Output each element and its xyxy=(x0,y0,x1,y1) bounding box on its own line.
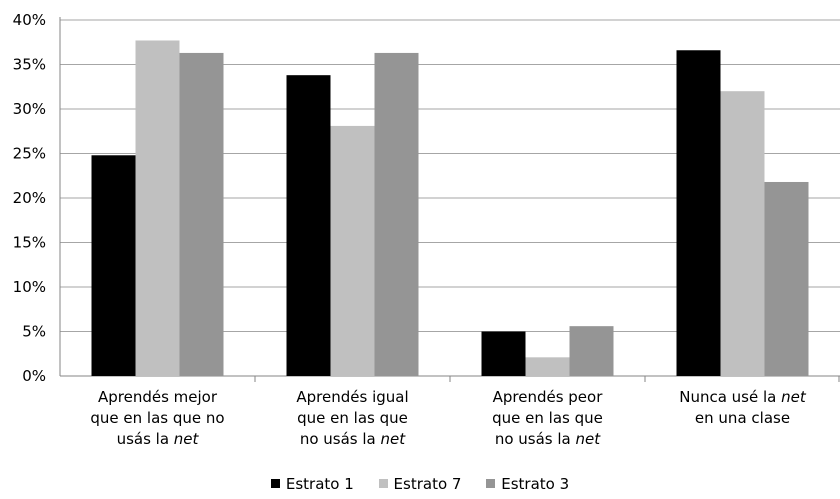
x-tick-label: que en las que xyxy=(492,409,603,427)
legend-label-estrato-3: Estrato 3 xyxy=(501,475,570,493)
bar-estrato-7-cat-1 xyxy=(135,40,180,376)
legend-label-estrato-7: Estrato 7 xyxy=(393,475,462,493)
y-axis: 0% 5% 10% 15% 20% 25% 30% 35% 40% xyxy=(13,11,61,385)
x-tick-label: Nunca usé la net xyxy=(679,388,807,406)
legend-swatch-estrato-7 xyxy=(378,479,388,488)
legend: Estrato 1 Estrato 7 Estrato 3 xyxy=(0,475,840,493)
legend-swatch-estrato-3 xyxy=(486,479,496,488)
legend-item-estrato-1: Estrato 1 xyxy=(270,475,354,493)
y-tick-label: 10% xyxy=(13,278,46,296)
bars xyxy=(91,40,809,377)
x-tick-label: no usás la net xyxy=(495,430,601,448)
legend-item-estrato-7: Estrato 7 xyxy=(378,475,462,493)
legend-label-estrato-1: Estrato 1 xyxy=(285,475,354,493)
y-tick-label: 0% xyxy=(22,367,46,385)
x-tick-label: Aprendés peor xyxy=(493,388,604,406)
x-tick-label: usás la net xyxy=(117,430,200,448)
x-tick-label: en una clase xyxy=(695,409,790,427)
bar-estrato-7-cat-3 xyxy=(525,357,570,376)
y-tick-label: 40% xyxy=(13,11,46,29)
bar-estrato-7-cat-4 xyxy=(720,91,765,376)
bar-estrato-1-cat-2 xyxy=(286,75,331,377)
bar-estrato-3-cat-4 xyxy=(764,181,809,376)
x-tick-label: Aprendés igual xyxy=(296,388,408,406)
bar-estrato-3-cat-3 xyxy=(569,326,614,376)
bar-estrato-7-cat-2 xyxy=(330,125,375,376)
x-tick-label: que en las que no xyxy=(90,409,224,427)
bar-estrato-3-cat-1 xyxy=(179,52,224,377)
bar-estrato-3-cat-2 xyxy=(374,52,419,377)
x-tick-label: no usás la net xyxy=(300,430,406,448)
y-tick-label: 35% xyxy=(13,56,46,74)
legend-item-estrato-3: Estrato 3 xyxy=(486,475,569,493)
legend-swatch-estrato-1 xyxy=(270,479,280,488)
bar-estrato-1-cat-1 xyxy=(91,155,136,376)
x-tick-label: que en las que xyxy=(297,409,408,427)
x-axis: Aprendés mejor que en las que no usás la n… xyxy=(90,376,840,448)
bar-estrato-1-cat-3 xyxy=(481,331,526,376)
y-tick-label: 25% xyxy=(13,145,46,163)
x-tick-label: Aprendés mejor xyxy=(98,388,218,406)
y-tick-label: 20% xyxy=(13,189,46,207)
bar-estrato-1-cat-4 xyxy=(676,50,721,376)
y-tick-label: 5% xyxy=(22,323,46,341)
y-tick-label: 30% xyxy=(13,100,46,118)
y-tick-label: 15% xyxy=(13,234,46,252)
